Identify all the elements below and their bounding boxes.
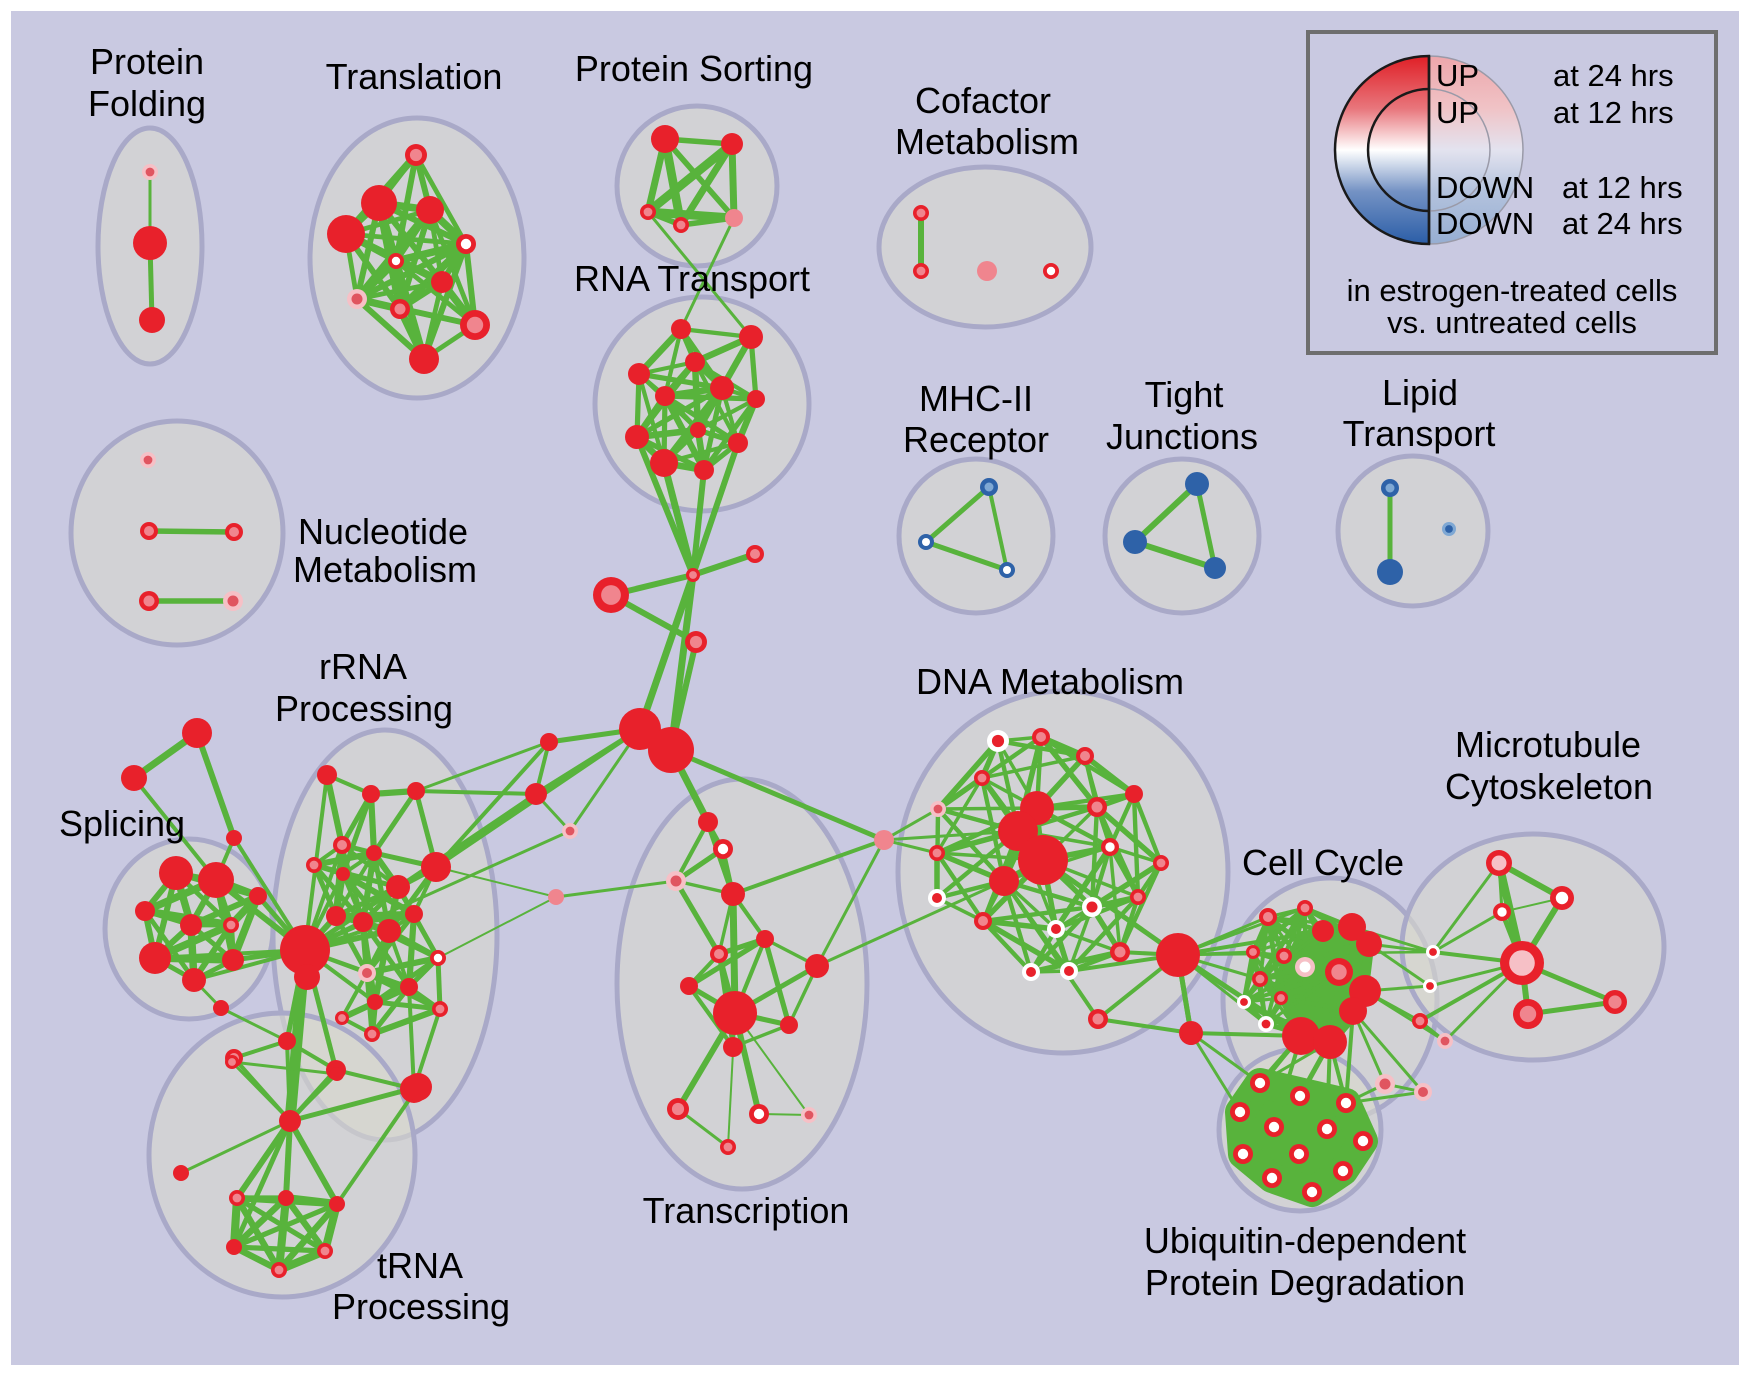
svg-text:at 12 hrs: at 12 hrs	[1562, 170, 1683, 205]
svg-text:MHC-II: MHC-II	[919, 378, 1033, 419]
svg-text:Cytoskeleton: Cytoskeleton	[1445, 766, 1653, 807]
svg-text:vs. untreated cells: vs. untreated cells	[1387, 305, 1637, 340]
svg-text:Translation: Translation	[326, 56, 503, 97]
svg-text:Cell Cycle: Cell Cycle	[1242, 842, 1404, 883]
svg-text:Nucleotide: Nucleotide	[298, 511, 468, 552]
svg-text:Protein Degradation: Protein Degradation	[1145, 1262, 1465, 1303]
svg-text:Splicing: Splicing	[59, 803, 185, 844]
svg-text:at 24 hrs: at 24 hrs	[1562, 206, 1683, 241]
svg-text:Metabolism: Metabolism	[293, 549, 477, 590]
svg-text:Metabolism: Metabolism	[895, 121, 1079, 162]
svg-text:in estrogen-treated cells: in estrogen-treated cells	[1347, 273, 1678, 308]
svg-text:Receptor: Receptor	[903, 419, 1049, 460]
svg-text:Transcription: Transcription	[643, 1190, 850, 1231]
svg-text:Ubiquitin-dependent: Ubiquitin-dependent	[1144, 1220, 1466, 1261]
svg-text:Microtubule: Microtubule	[1455, 724, 1641, 765]
svg-text:Junctions: Junctions	[1106, 416, 1258, 457]
svg-text:DNA Metabolism: DNA Metabolism	[916, 661, 1184, 702]
svg-text:UP: UP	[1436, 58, 1479, 93]
svg-text:at 12 hrs: at 12 hrs	[1553, 95, 1674, 130]
svg-text:Cofactor: Cofactor	[915, 80, 1051, 121]
svg-text:DOWN: DOWN	[1436, 206, 1534, 241]
svg-text:DOWN: DOWN	[1436, 170, 1534, 205]
svg-text:Tight: Tight	[1145, 374, 1224, 415]
svg-text:Processing: Processing	[275, 688, 453, 729]
svg-text:Protein Sorting: Protein Sorting	[575, 48, 813, 89]
svg-text:Protein: Protein	[90, 41, 204, 82]
svg-text:at 24 hrs: at 24 hrs	[1553, 58, 1674, 93]
svg-text:Folding: Folding	[88, 83, 206, 124]
svg-text:Transport: Transport	[1343, 413, 1496, 454]
svg-text:RNA Transport: RNA Transport	[574, 258, 810, 299]
svg-text:UP: UP	[1436, 95, 1479, 130]
svg-text:Processing: Processing	[332, 1286, 510, 1327]
svg-text:tRNA: tRNA	[377, 1245, 463, 1286]
svg-text:Lipid: Lipid	[1382, 372, 1458, 413]
svg-text:rRNA: rRNA	[319, 646, 407, 687]
